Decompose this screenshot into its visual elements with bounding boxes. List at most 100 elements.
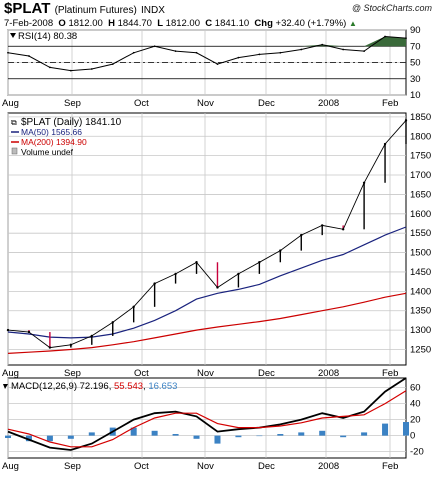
price-point xyxy=(216,286,219,289)
x-tick-label: Feb xyxy=(382,368,398,379)
price-ytick-label: 1700 xyxy=(410,170,431,181)
price-point xyxy=(6,328,10,332)
x-tick-label: Feb xyxy=(382,461,398,472)
macd-histogram-bar xyxy=(172,434,179,436)
rsi-point xyxy=(321,43,324,46)
volume-legend: Volume undef xyxy=(21,147,74,157)
price-ytick-label: 1300 xyxy=(410,325,431,336)
ma50-legend: MA(50) 1565.66 xyxy=(21,127,82,137)
price-point xyxy=(111,321,114,324)
chg-value: +32.40 (+1.79%) xyxy=(275,18,347,29)
macd-histogram-bar xyxy=(256,435,263,437)
open-label: O xyxy=(58,18,66,29)
x-tick-label: Aug xyxy=(2,98,19,109)
rsi-point xyxy=(216,63,219,66)
symbol: $PLAT xyxy=(4,0,51,17)
x-tick-label: Dec xyxy=(258,98,275,109)
macd-histogram-bar xyxy=(319,430,326,436)
rsi-ytick-label: 10 xyxy=(410,90,421,101)
macd-histogram-bar xyxy=(5,435,11,438)
rsi-line xyxy=(7,35,407,72)
x-tick-label: Aug xyxy=(2,368,19,379)
rsi-point xyxy=(174,50,177,53)
price-point xyxy=(174,272,177,276)
price-point xyxy=(321,224,324,227)
price-point xyxy=(383,142,387,146)
ma200-legend: MA(200) 1394.90 xyxy=(21,137,87,147)
up-arrow-icon: ▲ xyxy=(348,19,357,28)
price-point xyxy=(48,346,52,349)
rsi-point xyxy=(7,51,9,54)
macd-ytick-label: 40 xyxy=(410,399,421,410)
macd-histogram-bar xyxy=(298,432,305,436)
price-panel-frame xyxy=(7,112,407,366)
x-tick-label: Sep xyxy=(64,461,81,472)
macd-signal-line xyxy=(7,390,407,448)
rsi-point xyxy=(111,63,114,66)
rsi-point xyxy=(153,45,156,48)
macd-title-part: 16.653 xyxy=(148,381,177,392)
macd-histogram-bar xyxy=(193,435,200,439)
price-point xyxy=(69,343,73,347)
low-value: 1812.00 xyxy=(165,18,200,29)
price-point xyxy=(153,282,156,285)
macd-histogram-bar xyxy=(403,422,409,436)
rsi-point xyxy=(48,66,51,69)
macd-histogram-bar xyxy=(361,432,368,436)
open-value: 1812.00 xyxy=(68,18,103,29)
high-label: H xyxy=(108,18,115,29)
x-tick-label: 2008 xyxy=(318,461,339,472)
x-tick-label: Dec xyxy=(258,368,275,379)
symbol-title: $PLAT (Platinum Futures) INDX xyxy=(4,0,165,17)
rsi-point xyxy=(28,55,30,57)
rsi-ytick-label: 30 xyxy=(410,74,421,85)
x-tick-label: Oct xyxy=(134,461,149,472)
macd-histogram-bar xyxy=(46,435,53,442)
macd-title-part: MACD(12,26,9) xyxy=(11,381,80,392)
price-point xyxy=(404,119,408,122)
price-point xyxy=(237,272,240,276)
ma200-line xyxy=(7,292,407,354)
price-point xyxy=(195,261,198,264)
chg-label: Chg xyxy=(254,18,273,29)
copyright: @ StockCharts.com xyxy=(351,3,432,13)
macd-title-part: 55.543 xyxy=(114,381,143,392)
rsi-point xyxy=(195,51,198,54)
macd-title-part: , xyxy=(143,381,148,392)
rsi-point xyxy=(258,53,261,56)
close-value: 1841.10 xyxy=(214,18,250,29)
x-tick-label: Sep xyxy=(64,98,81,109)
price-ytick-label: 1650 xyxy=(410,189,431,200)
rsi-point xyxy=(90,68,93,70)
rsi-point xyxy=(279,51,282,54)
macd-histogram-bar xyxy=(214,435,221,444)
x-tick-label: Oct xyxy=(134,98,149,109)
rsi-point xyxy=(384,35,386,38)
price-point xyxy=(279,249,282,252)
rsi-point xyxy=(342,48,345,51)
macd-histogram-bar xyxy=(151,430,158,436)
price-point xyxy=(27,330,31,334)
candlestick-icon: ⧉ xyxy=(11,118,17,127)
rsi-ytick-label: 90 xyxy=(410,25,421,36)
exchange: INDX xyxy=(141,5,165,16)
rsi-point xyxy=(69,69,72,72)
rsi-point xyxy=(363,50,366,53)
price-ytick-label: 1500 xyxy=(410,248,431,259)
macd-histogram-bar xyxy=(235,435,242,438)
rsi-point xyxy=(237,56,240,59)
price-ytick-label: 1600 xyxy=(410,209,431,220)
price-ytick-label: 1450 xyxy=(410,267,431,278)
macd-marker-icon xyxy=(3,384,8,389)
rsi-title: RSI(14) 80.38 xyxy=(18,31,77,42)
macd-histogram-bar xyxy=(277,434,284,436)
price-line xyxy=(7,120,407,349)
price-ytick-label: 1350 xyxy=(410,306,431,317)
price-point xyxy=(258,261,261,264)
price-legend: $PLAT (Daily) 1841.10 xyxy=(21,117,122,128)
price-point xyxy=(300,233,303,237)
price-point xyxy=(132,305,135,309)
macd-ytick-label: -20 xyxy=(410,447,424,458)
price-ytick-label: 1400 xyxy=(410,286,431,297)
